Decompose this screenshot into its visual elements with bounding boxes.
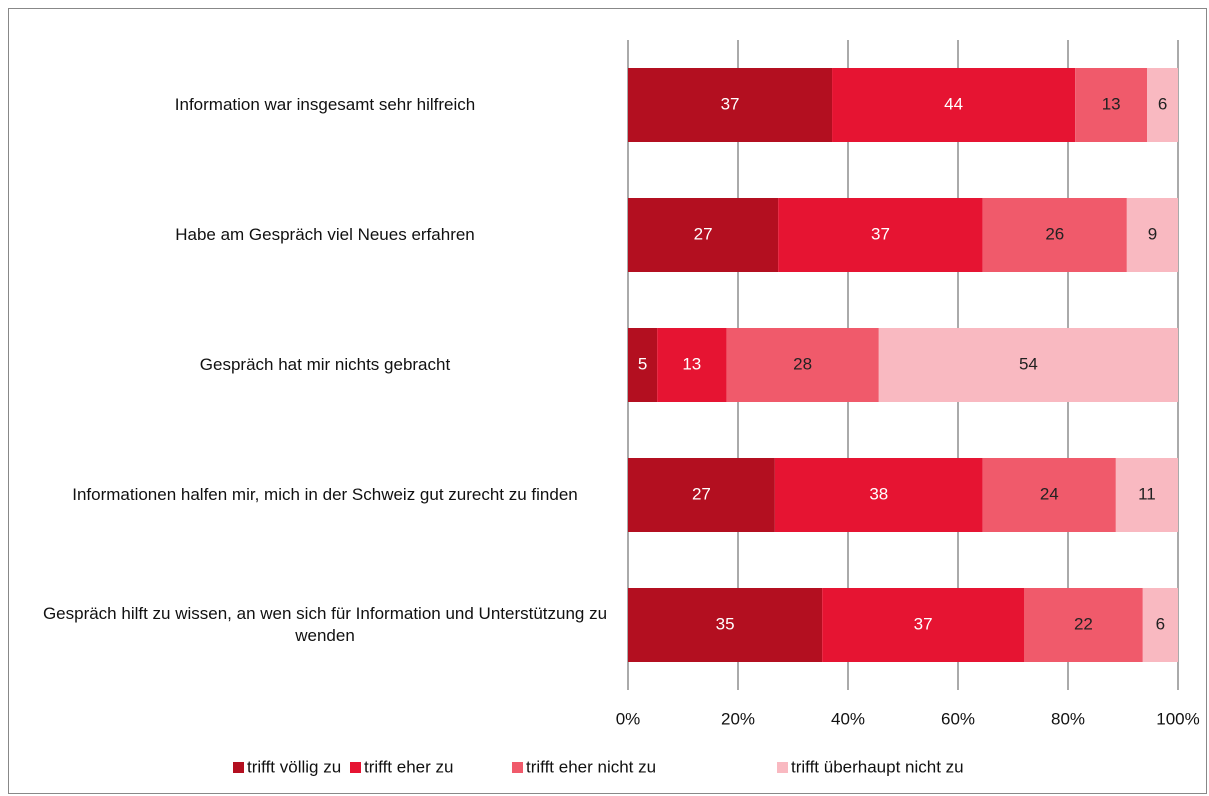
category-label: Information war insgesamt sehr hilfreich [174,95,476,114]
legend-label: trifft eher nicht zu [526,757,656,776]
data-label: 37 [721,94,740,113]
bar-segment [1075,68,1148,142]
x-tick-label: 40% [831,709,865,728]
data-label: 5 [638,354,647,373]
x-tick-label: 80% [1051,709,1085,728]
data-label: 44 [944,94,963,113]
x-tick-label: 100% [1156,709,1199,728]
data-label: 27 [692,484,711,503]
data-label: 13 [1102,94,1121,113]
bar-segment [982,458,1116,532]
data-label: 22 [1074,614,1093,633]
data-label: 54 [1019,354,1038,373]
data-label: 13 [682,354,701,373]
category-label: Informationen halfen mir, mich in der Sc… [72,485,578,504]
data-label: 6 [1158,94,1167,113]
data-label: 37 [914,614,933,633]
data-label: 26 [1045,224,1064,243]
legend-swatch [777,762,788,773]
bar-segment [1142,588,1178,662]
legend-swatch [350,762,361,773]
data-label: 11 [1138,484,1156,503]
bar-segment [628,68,833,142]
data-label: 6 [1156,614,1165,633]
bar-segment [628,458,775,532]
bar-segment [878,328,1178,402]
legend-swatch [512,762,523,773]
x-tick-label: 0% [616,709,641,728]
legend-label: trifft eher zu [364,757,453,776]
category-label: Gespräch hat mir nichts gebracht [199,355,451,374]
data-label: 28 [793,354,812,373]
data-label: 27 [694,224,713,243]
data-label: 38 [869,484,888,503]
bar-segment [628,328,658,402]
data-label: 9 [1148,224,1157,243]
bar-segment [832,68,1076,142]
legend-label: trifft völlig zu [247,757,341,776]
bar-segment [982,198,1127,272]
category-label: Habe am Gespräch viel Neues erfahren [175,225,475,244]
bar-segment [1024,588,1143,662]
data-label: 37 [871,224,890,243]
legend-label: trifft überhaupt nicht zu [791,757,964,776]
data-label: 35 [716,614,735,633]
x-tick-label: 20% [721,709,755,728]
bar-segment [1115,458,1178,532]
bar-segment [628,198,779,272]
x-tick-label: 60% [941,709,975,728]
bar-segment [726,328,879,402]
legend-swatch [233,762,244,773]
category-label: Gespräch hilft zu wissen, an wen sich fü… [42,604,608,645]
bar-segment [628,588,823,662]
bar-segment [657,328,727,402]
chart-frame [8,8,1207,794]
bar-segment [774,458,983,532]
data-label: 24 [1040,484,1059,503]
bar-segment [778,198,983,272]
bar-segment [1126,198,1178,272]
bar-segment [822,588,1024,662]
bar-segment [1147,68,1178,142]
